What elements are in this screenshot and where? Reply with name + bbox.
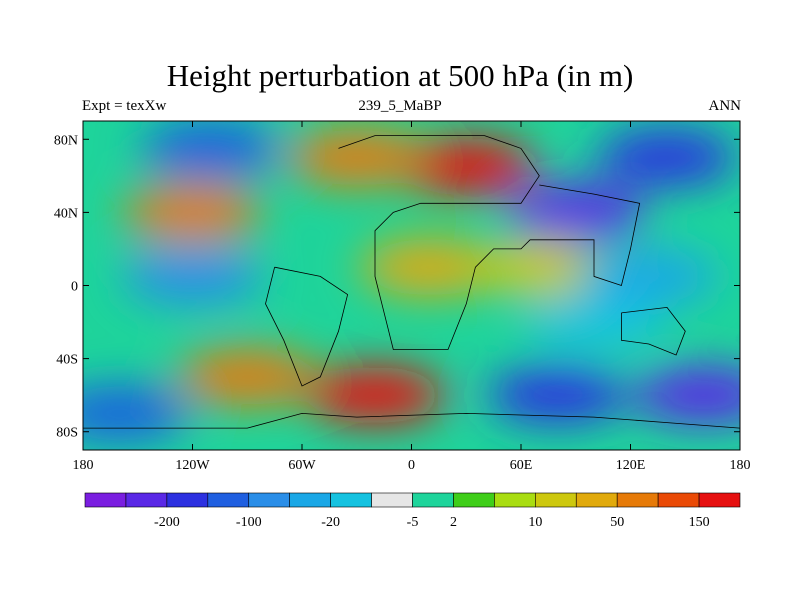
colorbar-swatch-4 bbox=[248, 492, 290, 508]
field-region-6 bbox=[122, 248, 263, 305]
x-tick-label-1: 120W bbox=[175, 458, 210, 473]
x-tick-label-5: 120E bbox=[616, 458, 646, 473]
colorbar-swatch-6 bbox=[330, 492, 372, 508]
colorbar-label-0: -200 bbox=[154, 515, 180, 530]
field-region-8 bbox=[469, 239, 610, 296]
field-region-10 bbox=[177, 348, 318, 405]
field-region-11 bbox=[305, 367, 445, 424]
colorbar-swatch-0 bbox=[84, 492, 127, 508]
colorbar: -200 -100 -20 -5 2 10 50 150 bbox=[84, 492, 741, 530]
coastline-1 bbox=[265, 266, 349, 387]
field-region-14 bbox=[83, 385, 190, 442]
colorbar-label-5: 10 bbox=[528, 515, 542, 530]
field-region-1 bbox=[286, 129, 427, 186]
coastline-outline bbox=[83, 135, 740, 429]
coastline-3 bbox=[621, 306, 686, 356]
colorbar-label-2: -20 bbox=[321, 515, 340, 530]
y-tick-label-1: 40N bbox=[54, 206, 78, 221]
experiment-label: Expt = texXw bbox=[82, 98, 167, 114]
field-region-12 bbox=[487, 367, 628, 424]
colorbar-label-6: 50 bbox=[610, 515, 624, 530]
field-region-13 bbox=[633, 367, 740, 424]
colorbar-swatch-5 bbox=[289, 492, 331, 508]
colorbar-swatch-12 bbox=[575, 492, 618, 508]
y-tick-label-0: 80N bbox=[54, 133, 78, 148]
colorbar-label-4: 2 bbox=[450, 515, 457, 530]
colorbar-swatch-3 bbox=[207, 492, 250, 508]
colorbar-swatch-14 bbox=[657, 492, 700, 508]
colorbar-swatch-15 bbox=[698, 492, 741, 508]
colorbar-swatch-10 bbox=[494, 492, 536, 508]
period-label: 239_5_MaBP bbox=[358, 98, 442, 114]
colorbar-swatch-2 bbox=[166, 492, 209, 508]
coastline-0 bbox=[338, 135, 641, 350]
colorbar-swatch-9 bbox=[453, 492, 495, 508]
field-region-0 bbox=[396, 138, 537, 195]
x-tick-label-6: 180 bbox=[730, 458, 751, 473]
coastline-2 bbox=[83, 412, 740, 429]
y-tick-label-3: 40S bbox=[56, 353, 78, 368]
field-region-15 bbox=[524, 294, 664, 351]
colorbar-label-3: -5 bbox=[407, 515, 419, 530]
chart-title: Height perturbation at 500 hPa (in m) bbox=[166, 58, 634, 93]
field-region-9 bbox=[578, 248, 719, 305]
field-region-2 bbox=[140, 121, 281, 177]
field-region-7 bbox=[359, 239, 500, 296]
field-region-4 bbox=[505, 184, 646, 241]
colorbar-swatch-7 bbox=[371, 492, 413, 508]
y-tick-label-2: 0 bbox=[71, 280, 78, 295]
field-region-5 bbox=[122, 184, 263, 241]
colorbar-swatch-1 bbox=[125, 492, 168, 508]
x-tick-label-2: 60W bbox=[288, 458, 316, 473]
x-axis: 180 120W 60W 0 60E 120E 180 bbox=[73, 121, 751, 473]
colorbar-swatch-13 bbox=[616, 492, 659, 508]
y-tick-label-4: 80S bbox=[56, 426, 78, 441]
x-tick-label-4: 60E bbox=[510, 458, 533, 473]
x-tick-label-3: 0 bbox=[408, 458, 415, 473]
colorbar-swatch-8 bbox=[412, 492, 454, 508]
y-axis: 80N 40N 0 40S 80S bbox=[54, 133, 740, 441]
field-region-3 bbox=[597, 129, 737, 186]
colorbar-label-1: -100 bbox=[236, 515, 262, 530]
colorbar-label-7: 150 bbox=[689, 515, 710, 530]
season-label: ANN bbox=[708, 98, 742, 114]
colorbar-swatch-11 bbox=[535, 492, 577, 508]
height-perturbation-map bbox=[83, 121, 740, 450]
x-tick-label-0: 180 bbox=[73, 458, 94, 473]
